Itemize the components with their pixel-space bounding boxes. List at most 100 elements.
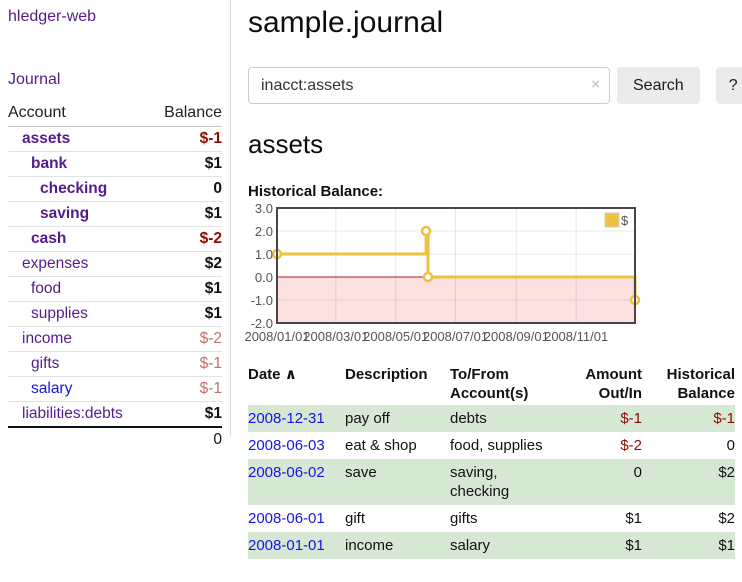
account-balance: $1 xyxy=(204,205,222,222)
account-link[interactable]: income xyxy=(22,330,72,347)
svg-text:2008/05/01: 2008/05/01 xyxy=(363,329,428,344)
transaction-row: 2008-06-03 eat & shop food, supplies $-2… xyxy=(248,432,735,459)
app: hledger-web Journal Account Balance asse… xyxy=(0,0,742,559)
account-link[interactable]: liabilities:debts xyxy=(22,405,123,422)
account-balance: $-1 xyxy=(199,380,222,397)
transaction-balance: 0 xyxy=(726,437,735,454)
accounts-table-header: Account Balance xyxy=(8,102,222,127)
account-row-liabilities-debts: liabilities:debts $1 xyxy=(8,401,222,426)
account-balance: $1 xyxy=(204,305,222,322)
account-balance: $-1 xyxy=(199,355,222,372)
search-input[interactable] xyxy=(248,67,610,104)
account-link[interactable]: cash xyxy=(31,230,67,247)
transaction-accounts: salary xyxy=(450,537,491,554)
search-row: × Search ? xyxy=(248,67,742,104)
account-heading: assets xyxy=(248,129,324,159)
transaction-amount: 0 xyxy=(633,464,642,481)
account-link[interactable]: assets xyxy=(22,130,71,147)
account-balance: $-2 xyxy=(199,330,222,347)
account-row-food: food $1 xyxy=(8,276,222,301)
app-title: hledger-web xyxy=(8,8,97,25)
transaction-date-link[interactable]: 2008-12-31 xyxy=(248,410,325,427)
column-header-date[interactable]: Date ∧ xyxy=(248,366,297,383)
transaction-balance: $2 xyxy=(718,510,735,527)
account-row-bank: bank $1 xyxy=(8,151,222,176)
account-row-cash: cash $-2 xyxy=(8,226,222,251)
page-title: sample.journal xyxy=(248,6,444,39)
transaction-description: save xyxy=(345,464,377,481)
transaction-date-link[interactable]: 2008-01-01 xyxy=(248,537,325,554)
svg-text:-1.0: -1.0 xyxy=(251,293,273,308)
transaction-accounts: gifts xyxy=(450,510,478,527)
transaction-balance: $-1 xyxy=(713,410,735,427)
transaction-description: income xyxy=(345,537,394,554)
svg-text:$: $ xyxy=(621,213,629,228)
account-link[interactable]: bank xyxy=(31,155,68,172)
transaction-balance: $2 xyxy=(718,464,735,481)
svg-text:2008/01/01: 2008/01/01 xyxy=(244,329,309,344)
svg-text:0.0: 0.0 xyxy=(255,270,273,285)
accounts-header-account: Account xyxy=(8,104,66,121)
column-header-amount: Amount Out/In xyxy=(585,366,642,402)
transaction-amount: $1 xyxy=(625,510,642,527)
transaction-amount: $-1 xyxy=(620,410,642,427)
transactions-table: Date ∧ Description To/From Account(s) Am… xyxy=(248,363,735,559)
account-balance: $-2 xyxy=(199,230,222,247)
account-balance: $1 xyxy=(204,280,222,297)
account-link[interactable]: salary xyxy=(31,380,73,397)
transaction-balance: $1 xyxy=(718,537,735,554)
account-link[interactable]: gifts xyxy=(31,355,60,372)
transaction-row: 2008-06-02 save saving, checking 0 $2 xyxy=(248,459,735,505)
column-header-balance: Historical Balance xyxy=(666,366,735,402)
svg-text:-2.0: -2.0 xyxy=(251,316,273,331)
account-row-assets: assets $-1 xyxy=(8,127,222,151)
accounts-header-balance: Balance xyxy=(164,104,222,121)
transactions-header-row: Date ∧ Description To/From Account(s) Am… xyxy=(248,363,735,405)
transaction-row: 2008-06-01 gift gifts $1 $2 xyxy=(248,505,735,532)
transaction-description: gift xyxy=(345,510,366,527)
account-balance: $2 xyxy=(204,255,222,272)
svg-text:2008/07/01: 2008/07/01 xyxy=(423,329,488,344)
svg-text:2008/09/01: 2008/09/01 xyxy=(484,329,549,344)
transaction-date-link[interactable]: 2008-06-03 xyxy=(248,437,325,454)
transaction-amount: $-2 xyxy=(620,437,642,454)
journal-link[interactable]: Journal xyxy=(8,71,61,88)
account-balance: $1 xyxy=(204,405,222,422)
account-link[interactable]: food xyxy=(31,280,62,297)
search-button[interactable]: Search xyxy=(617,67,700,104)
column-header-accounts: To/From Account(s) xyxy=(450,366,529,402)
account-row-income: income $-2 xyxy=(8,326,222,351)
transaction-amount: $1 xyxy=(625,537,642,554)
account-balance: $1 xyxy=(204,155,222,172)
historical-balance-chart: $3.0 2.0 1.0 0.0 -1.0 -2.02008/01/012008/03/0… xyxy=(244,201,641,344)
account-row-expenses: expenses $2 xyxy=(8,251,222,276)
account-balance: $-1 xyxy=(199,130,222,147)
sidebar: hledger-web Journal Account Balance asse… xyxy=(0,0,231,448)
account-balance: 0 xyxy=(213,180,222,197)
account-link[interactable]: checking xyxy=(40,180,108,197)
account-link[interactable]: saving xyxy=(40,205,90,222)
transaction-date-link[interactable]: 2008-06-02 xyxy=(248,464,325,481)
account-row-checking: checking 0 xyxy=(8,176,222,201)
transaction-description: eat & shop xyxy=(345,437,417,454)
account-row-salary: salary $-1 xyxy=(8,376,222,401)
transaction-row: 2008-01-01 income salary $1 $1 xyxy=(248,532,735,559)
clear-search-icon[interactable]: × xyxy=(591,76,600,93)
account-link[interactable]: expenses xyxy=(22,255,89,272)
transaction-date-link[interactable]: 2008-06-01 xyxy=(248,510,325,527)
svg-text:1.0: 1.0 xyxy=(255,247,273,262)
search-box: × xyxy=(248,67,610,104)
accounts-table: Account Balance assets $-1 bank $1 check… xyxy=(8,102,222,452)
sort-ascending-icon: ∧ xyxy=(284,366,297,383)
account-link[interactable]: supplies xyxy=(31,305,88,322)
chart-label: Historical Balance: xyxy=(248,183,384,200)
transaction-accounts: debts xyxy=(450,410,487,427)
account-row-supplies: supplies $1 xyxy=(8,301,222,326)
accounts-total: 0 xyxy=(213,431,222,448)
accounts-total-row: 0 xyxy=(8,426,222,452)
account-row-gifts: gifts $-1 xyxy=(8,351,222,376)
svg-text:3.0: 3.0 xyxy=(255,201,273,216)
help-button[interactable]: ? xyxy=(715,67,742,104)
transaction-accounts: saving, checking xyxy=(450,464,510,500)
column-header-description: Description xyxy=(345,366,428,383)
